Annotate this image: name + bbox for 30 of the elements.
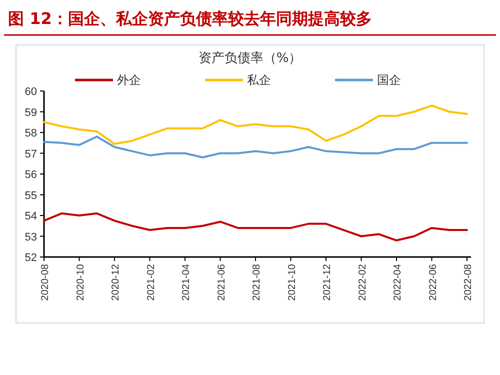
legend-label: 外企 [117, 73, 141, 87]
line-series [43, 212, 468, 242]
x-tick-label: 2022-06 [428, 264, 439, 301]
y-tick-label: 54 [24, 210, 37, 222]
y-tick-label: 60 [24, 86, 37, 98]
chart-title: 图 12：国企、私企资产负债率较去年同期提高较多 [8, 9, 372, 28]
x-tick-label: 2022-08 [463, 264, 474, 301]
x-tick-label: 2022-04 [392, 264, 404, 301]
y-tick-label: 59 [24, 106, 37, 119]
chart-subtitle: 资产负债率（%） [198, 50, 302, 66]
x-tick-label: 2021-02 [146, 264, 157, 301]
y-tick-label: 53 [24, 231, 37, 244]
y-tick-label: 52 [24, 252, 37, 264]
y-tick-label: 57 [24, 148, 37, 160]
legend-label: 私企 [247, 73, 271, 87]
x-tick-label: 2021-04 [181, 264, 192, 301]
x-tick-label: 2020-10 [75, 264, 86, 301]
x-tick-label: 2020-12 [110, 264, 122, 301]
legend-label: 国企 [377, 73, 401, 87]
x-tick-label: 2022-02 [357, 264, 368, 301]
x-tick-label: 2021-06 [216, 264, 228, 301]
line-series [43, 136, 468, 158]
x-tick-label: 2021-10 [286, 264, 298, 301]
line-series [43, 104, 468, 145]
y-tick-label: 56 [24, 169, 37, 181]
y-tick-label: 55 [24, 190, 37, 202]
x-tick-label: 2021-08 [252, 264, 262, 301]
x-tick-label: 2021-12 [322, 264, 333, 301]
y-tick-label: 58 [24, 128, 37, 140]
x-tick-label: 2020-08 [40, 264, 51, 301]
